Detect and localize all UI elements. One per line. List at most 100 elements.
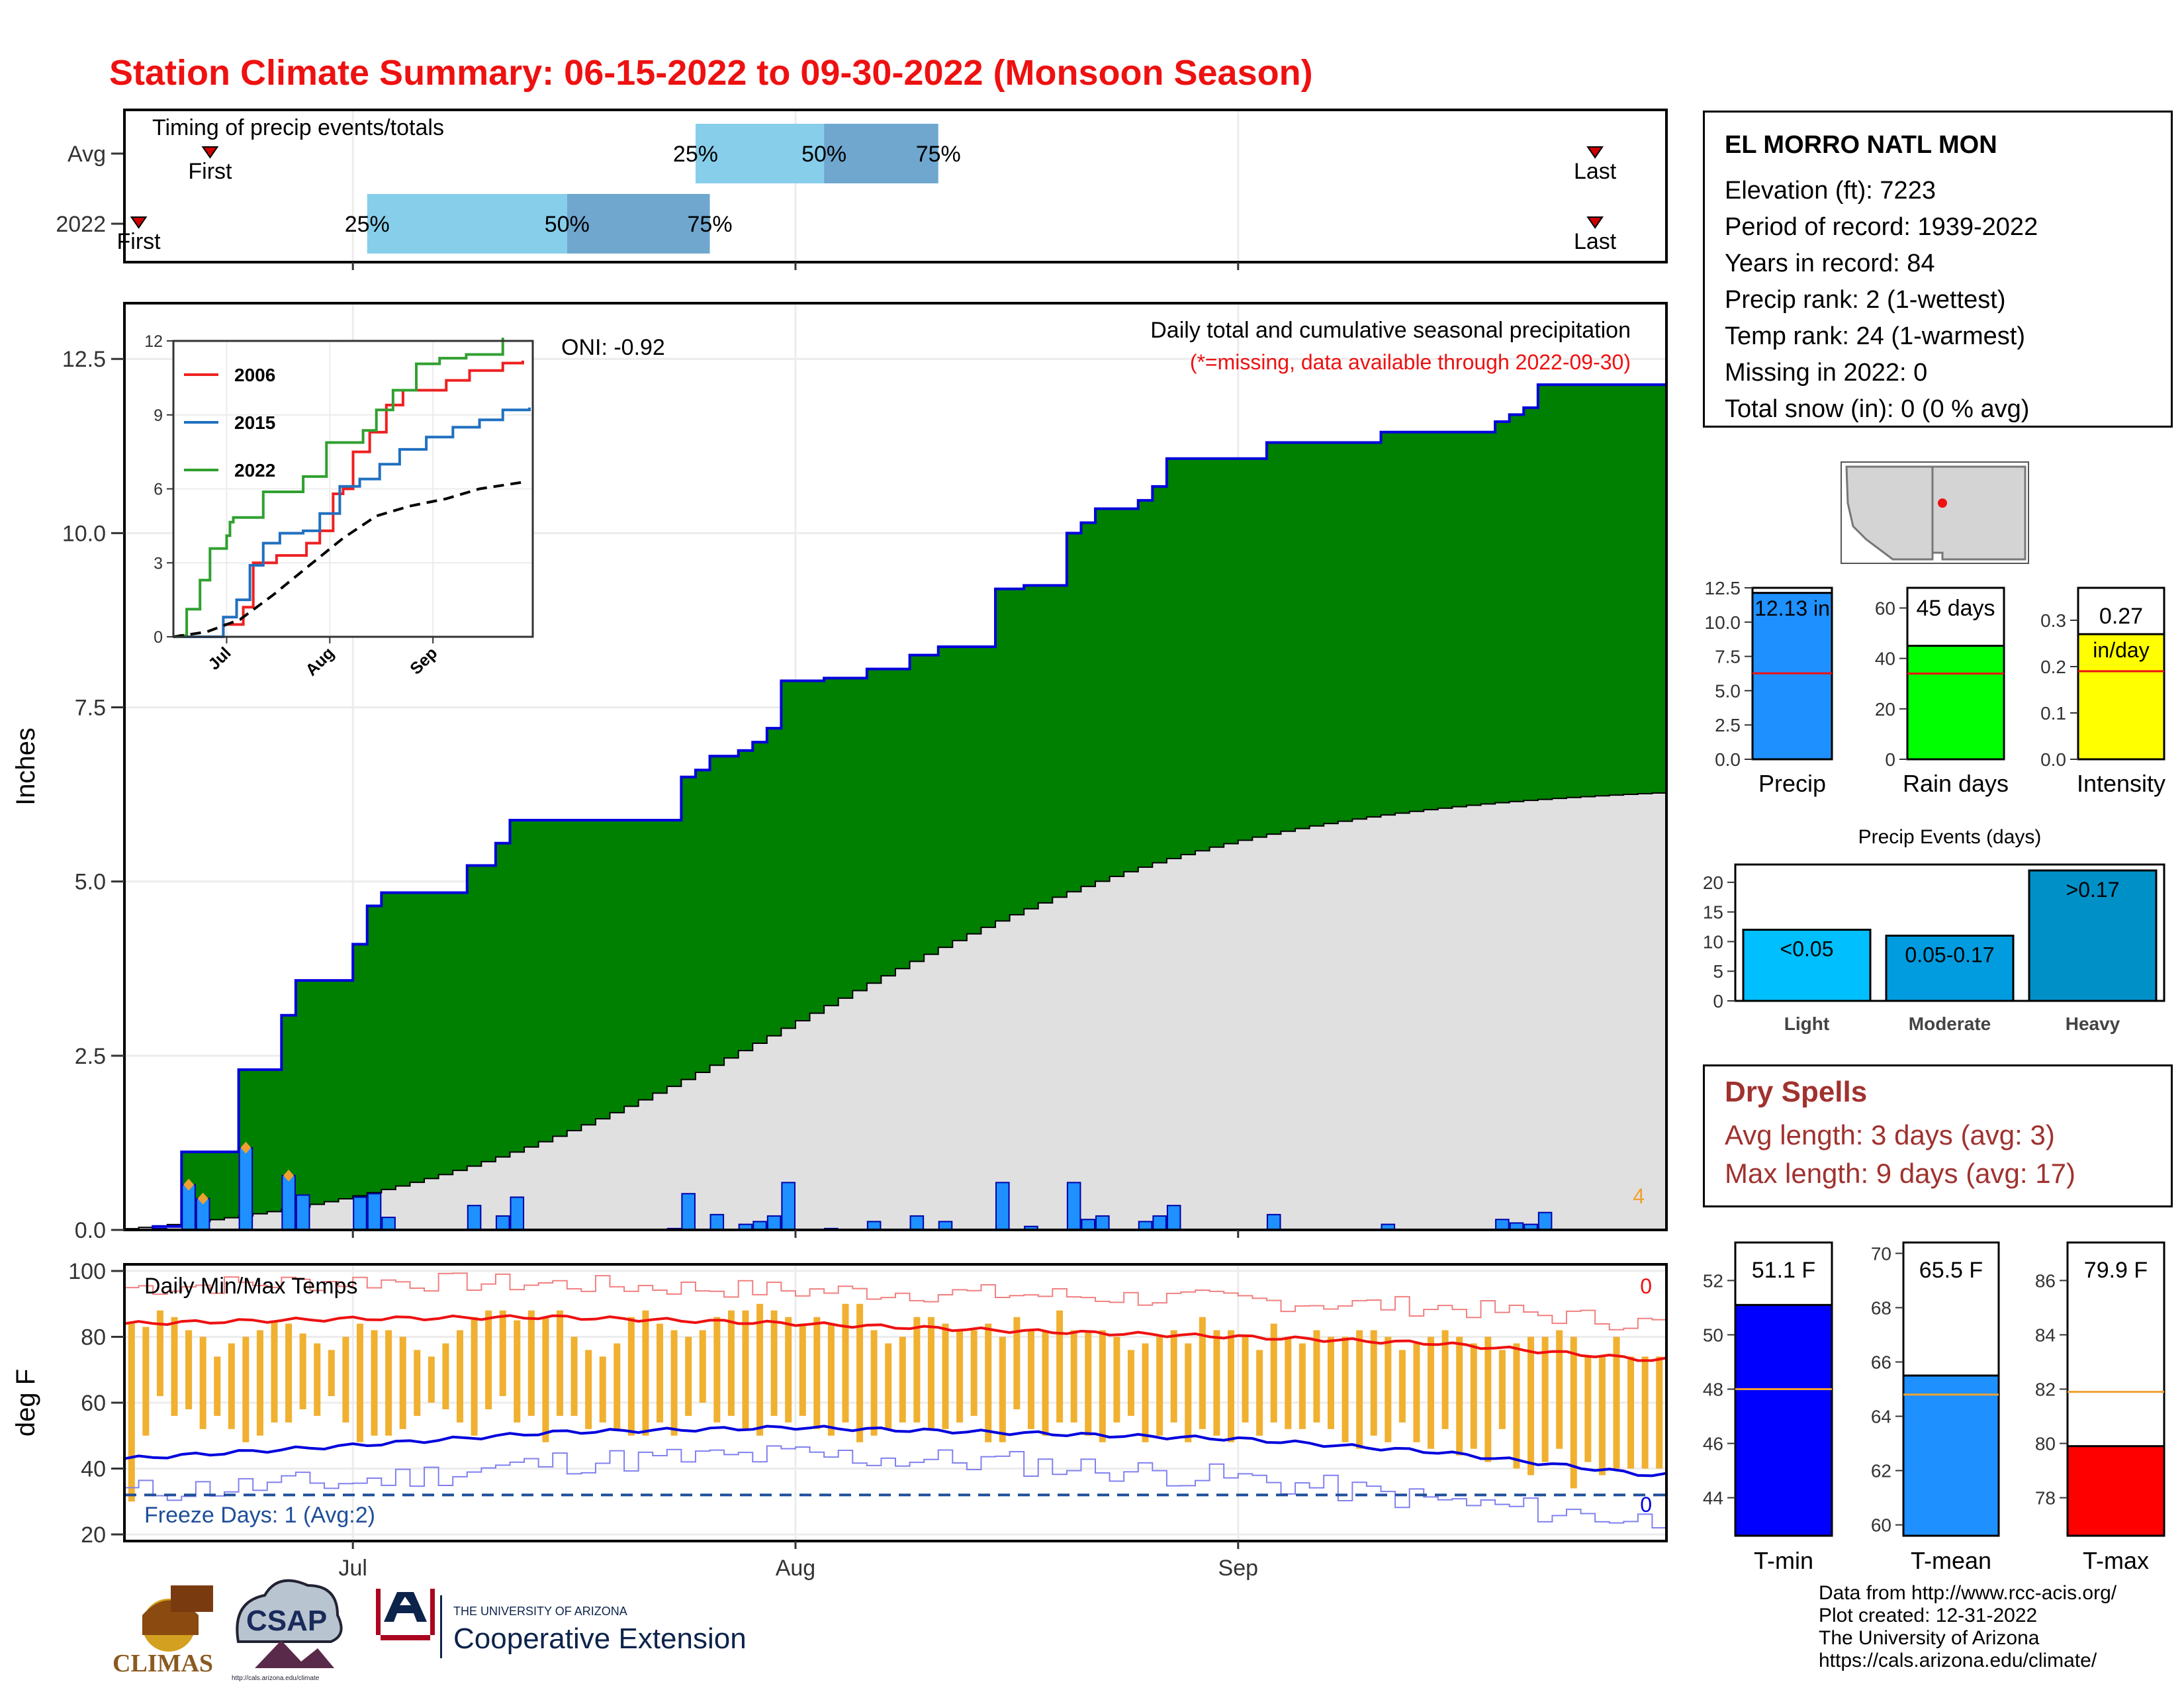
daily-temp-bar bbox=[1085, 1330, 1092, 1436]
daily-temp-bar bbox=[271, 1320, 278, 1423]
mini-y-tick-label: 68 bbox=[1871, 1297, 1891, 1318]
precip-y-axis-label: Inches bbox=[11, 727, 40, 806]
station-temp-rank: Temp rank: 24 (1-warmest) bbox=[1725, 322, 2026, 350]
events-y-tick-label: 15 bbox=[1703, 902, 1723, 923]
temp-y-axis-label: deg F bbox=[11, 1369, 40, 1436]
daily-temp-bar bbox=[970, 1330, 978, 1416]
daily-temp-bar bbox=[599, 1356, 606, 1423]
daily-temp-bar bbox=[256, 1330, 263, 1436]
mini-bar-tmax bbox=[2066, 1445, 2165, 1537]
record-max-line bbox=[124, 1272, 1666, 1331]
credit-line: The University of Arizona bbox=[1819, 1627, 2040, 1649]
inset-y-tick-label: 9 bbox=[154, 406, 163, 425]
daily-temp-bar bbox=[985, 1323, 992, 1442]
mini-bar-label: Rain days bbox=[1903, 770, 2009, 797]
timing-quartile-label: 75% bbox=[916, 142, 961, 167]
events-category-label: Moderate bbox=[1909, 1013, 1991, 1034]
daily-temp-bar bbox=[442, 1343, 449, 1409]
daily-temp-bar bbox=[128, 1323, 135, 1502]
daily-precip-bar bbox=[781, 1182, 796, 1231]
mini-y-tick-label: 0.0 bbox=[2040, 749, 2066, 770]
temp-x-tick-label: Jul bbox=[338, 1556, 367, 1581]
daily-temp-bar bbox=[1385, 1336, 1392, 1442]
daily-temp-bar bbox=[1413, 1343, 1420, 1442]
daily-precip-bar bbox=[1066, 1182, 1081, 1231]
mini-y-tick-label: 0.3 bbox=[2040, 610, 2066, 631]
station-name: EL MORRO NATL MON bbox=[1725, 131, 1997, 159]
precip-note: (*=missing, data available through 2022-… bbox=[1190, 350, 1631, 374]
mini-y-tick-label: 60 bbox=[1871, 1515, 1891, 1536]
daily-temp-bar bbox=[185, 1330, 193, 1409]
daily-precip-bar bbox=[1266, 1213, 1281, 1231]
daily-temp-bar bbox=[642, 1310, 649, 1436]
daily-temp-bar bbox=[685, 1336, 692, 1416]
daily-precip-bar bbox=[1095, 1215, 1110, 1231]
daily-precip-bar bbox=[495, 1215, 510, 1231]
daily-temp-bar bbox=[1298, 1343, 1306, 1429]
events-title: Precip Events (days) bbox=[1858, 826, 2042, 848]
daily-temp-bar bbox=[1256, 1350, 1263, 1436]
ua-line1: THE UNIVERSITY OF ARIZONA bbox=[453, 1605, 627, 1618]
daily-temp-bar bbox=[385, 1330, 392, 1436]
mini-y-tick-label: 7.5 bbox=[1715, 647, 1741, 667]
mini-y-tick-label: 50 bbox=[1703, 1325, 1723, 1345]
timing-quartile-label: 50% bbox=[545, 212, 590, 237]
temp-y-tick-label: 20 bbox=[81, 1523, 106, 1548]
daily-temp-bar bbox=[1641, 1356, 1649, 1469]
temp-panel-title: Daily Min/Max Temps bbox=[144, 1274, 357, 1299]
precip-frame bbox=[123, 302, 1668, 1231]
daily-precip-bar bbox=[510, 1196, 525, 1231]
mini-y-tick-label: 64 bbox=[1871, 1407, 1891, 1427]
daily-temp-bar bbox=[527, 1310, 535, 1416]
mini-bar-mini_raindays bbox=[1906, 645, 2005, 761]
daily-temp-bar bbox=[1498, 1350, 1506, 1429]
daily-temp-bar bbox=[142, 1327, 150, 1436]
events-y-tick-label: 10 bbox=[1703, 931, 1723, 952]
daily-temp-bar bbox=[1113, 1336, 1120, 1423]
daily-temp-bar bbox=[542, 1317, 549, 1442]
temp-count-bottom: 0 bbox=[1640, 1493, 1652, 1517]
missing-marker bbox=[197, 1192, 208, 1205]
precip-y-tick-label: 5.0 bbox=[75, 870, 106, 895]
page-title: Station Climate Summary: 06-15-2022 to 0… bbox=[109, 53, 1313, 93]
daily-temp-bar bbox=[1328, 1336, 1335, 1429]
dry-spells-avg: Avg length: 3 days (avg: 3) bbox=[1725, 1119, 2055, 1150]
daily-temp-bar bbox=[785, 1317, 792, 1423]
daily-temp-bar bbox=[1342, 1336, 1349, 1442]
daily-temp-bar bbox=[242, 1336, 250, 1442]
daily-temp-bar bbox=[1156, 1336, 1163, 1436]
temp-y-tick-label: 40 bbox=[81, 1457, 106, 1482]
dry-spells-title: Dry Spells bbox=[1725, 1076, 1868, 1108]
daily-temp-bar bbox=[199, 1336, 206, 1429]
mini-bar-mini_precip bbox=[1751, 592, 1833, 761]
inset-y-tick-label: 6 bbox=[154, 481, 163, 499]
daily-temp-bar bbox=[1398, 1350, 1406, 1423]
events-panel: Precip Events (days) <0.05 Light 0.05-0.17 M… bbox=[1703, 826, 2165, 1034]
daily-temp-bar bbox=[727, 1310, 735, 1416]
missing-marker bbox=[283, 1169, 295, 1182]
daily-precip-bar bbox=[295, 1194, 310, 1231]
csap-url: http://cals.arizona.edu/climate bbox=[232, 1675, 320, 1682]
daily-temp-bar bbox=[1027, 1330, 1034, 1429]
tmean-value: 65.5 F bbox=[1919, 1258, 1983, 1283]
mini-bar-label: Precip bbox=[1758, 770, 1826, 797]
daily-precip-bar bbox=[467, 1205, 482, 1231]
mini-y-tick-label: 52 bbox=[1703, 1270, 1723, 1291]
daily-temp-bar bbox=[614, 1343, 621, 1429]
daily-precip-bar bbox=[1081, 1219, 1096, 1231]
daily-temp-bar bbox=[1070, 1330, 1077, 1423]
temp-panel: Daily Min/Max Temps Freeze Days: 1 (Avg:2… bbox=[11, 1259, 1668, 1581]
station-period: Period of record: 1939-2022 bbox=[1725, 213, 2038, 241]
daily-temp-bar bbox=[1613, 1336, 1620, 1469]
mini-bar-label: T-min bbox=[1754, 1547, 1813, 1574]
csap-logo: CSAP http://cals.arizona.edu/climate bbox=[232, 1579, 343, 1682]
daily-temp-bar bbox=[371, 1330, 378, 1436]
daily-temp-bar bbox=[1656, 1356, 1663, 1469]
record-min-line bbox=[124, 1445, 1666, 1528]
events-y-tick-label: 20 bbox=[1703, 872, 1723, 893]
station-missing: Missing in 2022: 0 bbox=[1725, 359, 1928, 387]
daily-temp-bar bbox=[1042, 1330, 1049, 1436]
mini-panels: 0.0 2.5 5.0 7.5 10.0 12.5 Precip 12.13 in 0 20 40 6… bbox=[1705, 578, 2166, 797]
daily-temp-bar bbox=[314, 1343, 321, 1416]
daily-temp-bar bbox=[1127, 1350, 1134, 1416]
